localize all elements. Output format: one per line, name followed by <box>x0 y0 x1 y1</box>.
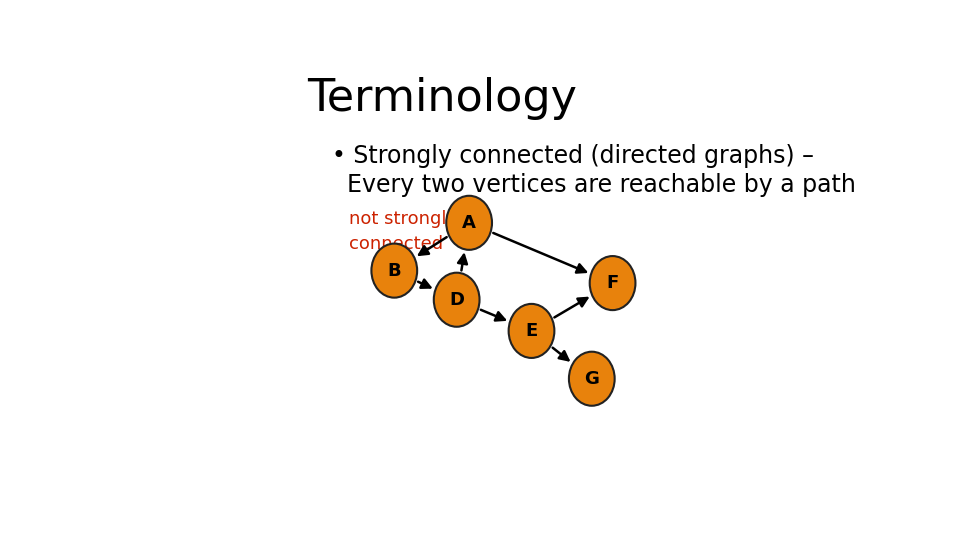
Text: G: G <box>585 370 599 388</box>
Ellipse shape <box>509 304 554 358</box>
Text: D: D <box>449 291 464 309</box>
Text: F: F <box>607 274 618 292</box>
Text: B: B <box>388 261 401 280</box>
Text: Terminology: Terminology <box>307 77 577 120</box>
Ellipse shape <box>434 273 480 327</box>
Text: E: E <box>525 322 538 340</box>
Ellipse shape <box>372 244 418 298</box>
Ellipse shape <box>589 256 636 310</box>
Ellipse shape <box>446 196 492 250</box>
Text: Every two vertices are reachable by a path: Every two vertices are reachable by a pa… <box>332 173 855 197</box>
Ellipse shape <box>569 352 614 406</box>
Text: • Strongly connected (directed graphs) –: • Strongly connected (directed graphs) – <box>332 144 814 168</box>
Text: A: A <box>462 214 476 232</box>
Text: not strongly
connected: not strongly connected <box>348 210 457 253</box>
